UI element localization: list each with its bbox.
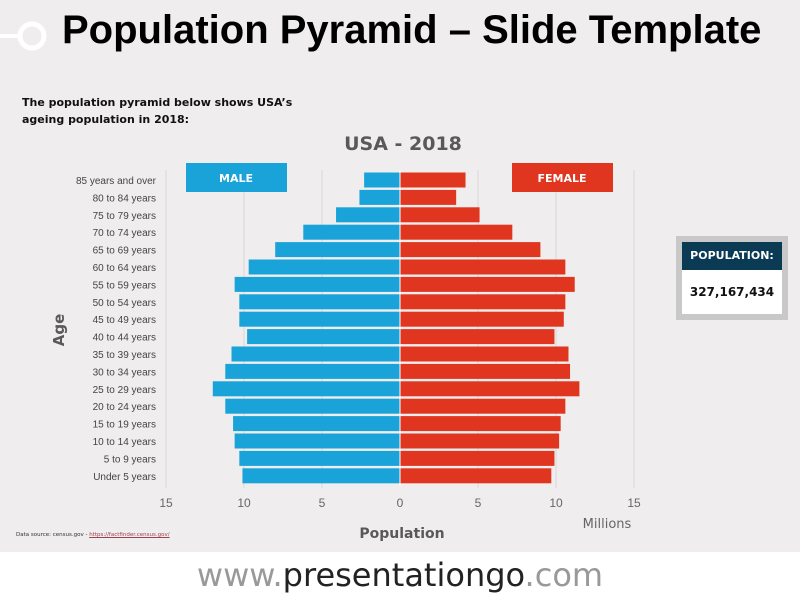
x-axis-label: Population <box>359 526 444 542</box>
y-tick-label: 20 to 24 years <box>93 402 156 413</box>
bar-female <box>400 346 569 362</box>
y-tick-label: 80 to 84 years <box>93 193 156 204</box>
bar-female <box>400 450 555 466</box>
y-tick-label: 65 to 69 years <box>93 246 156 257</box>
y-tick-label: Under 5 years <box>93 472 156 483</box>
y-tick-label: 50 to 54 years <box>93 298 156 309</box>
x-tick-label: 0 <box>397 496 404 510</box>
footer-pre: www. <box>196 556 283 594</box>
bar-female <box>400 329 555 345</box>
bar-female <box>400 259 566 275</box>
legend-male-label: MALE <box>219 172 253 185</box>
footer-main: presentationgo <box>282 556 525 594</box>
y-tick-label: 25 to 29 years <box>93 385 156 396</box>
legend-male-box <box>186 163 287 192</box>
y-axis-label: Age <box>50 314 68 347</box>
bar-male <box>364 172 400 188</box>
legend-female-label: FEMALE <box>537 172 586 185</box>
y-tick-label: 45 to 49 years <box>93 315 156 326</box>
bar-female <box>400 311 564 327</box>
bar-male <box>239 294 400 310</box>
bar-female <box>400 363 571 379</box>
population-label: POPULATION: <box>682 242 782 270</box>
y-tick-label: 10 to 14 years <box>93 437 156 448</box>
bar-female <box>400 242 541 258</box>
y-tick-label: 75 to 79 years <box>93 211 156 222</box>
x-tick-label: 5 <box>475 496 482 510</box>
bar-male <box>231 346 400 362</box>
legend-female-box <box>512 163 613 192</box>
bar-male <box>234 276 400 292</box>
bar-male <box>275 242 400 258</box>
bar-male <box>225 363 400 379</box>
intro-text: The population pyramid below shows USA’s… <box>22 96 293 126</box>
bar-male <box>247 329 400 345</box>
bar-female <box>400 294 566 310</box>
bar-male <box>212 381 400 397</box>
y-tick-label: 60 to 64 years <box>93 263 156 274</box>
data-source: Data source: census.gov - https://factfi… <box>16 532 170 538</box>
bar-female <box>400 398 566 414</box>
footer-post: .com <box>524 556 604 594</box>
bar-female <box>400 224 513 240</box>
bar-female <box>400 381 580 397</box>
bar-male <box>233 416 400 432</box>
y-tick-label: 35 to 39 years <box>93 350 156 361</box>
bar-male <box>303 224 400 240</box>
bar-male <box>242 468 400 484</box>
x-tick-label: 15 <box>159 496 173 510</box>
y-tick-label: 5 to 9 years <box>104 454 156 465</box>
x-tick-label: 10 <box>237 496 251 510</box>
bar-male <box>336 207 400 223</box>
bar-male <box>359 189 400 205</box>
bar-female <box>400 189 457 205</box>
y-tick-label: 15 to 19 years <box>93 420 156 431</box>
bar-male <box>239 450 400 466</box>
bar-female <box>400 468 552 484</box>
x-tick-label: 10 <box>549 496 563 510</box>
bar-female <box>400 207 480 223</box>
population-box: POPULATION: 327,167,434 <box>676 236 788 320</box>
bar-male <box>239 311 400 327</box>
bar-female <box>400 416 561 432</box>
y-tick-label: 55 to 59 years <box>93 280 156 291</box>
logo-icon <box>0 21 47 51</box>
y-tick-label: 40 to 44 years <box>93 333 156 344</box>
x-tick-label: 5 <box>319 496 326 510</box>
bar-female <box>400 172 466 188</box>
source-label: Data source: census.gov - <box>16 532 90 538</box>
y-tick-label: 30 to 34 years <box>93 367 156 378</box>
bar-female <box>400 433 560 449</box>
bar-male <box>225 398 400 414</box>
footer-url: www.presentationgo.com <box>0 556 800 594</box>
bar-female <box>400 276 575 292</box>
unit-label: Millions <box>583 517 632 532</box>
page-title: Population Pyramid – Slide Template <box>62 8 762 52</box>
chart-title: USA - 2018 <box>344 133 462 155</box>
y-tick-label: 85 years and over <box>76 176 157 187</box>
population-value: 327,167,434 <box>682 270 782 314</box>
source-link[interactable]: https://factfinder.census.gov/ <box>89 532 170 538</box>
y-tick-label: 70 to 74 years <box>93 228 156 239</box>
x-tick-label: 15 <box>627 496 641 510</box>
bar-male <box>234 433 400 449</box>
bar-male <box>248 259 400 275</box>
population-pyramid-chart: 15 10 5 0 5 10 15 85 years and over 80 to 84 yea… <box>50 133 641 542</box>
slide: Population Pyramid – Slide Template The … <box>0 0 800 552</box>
